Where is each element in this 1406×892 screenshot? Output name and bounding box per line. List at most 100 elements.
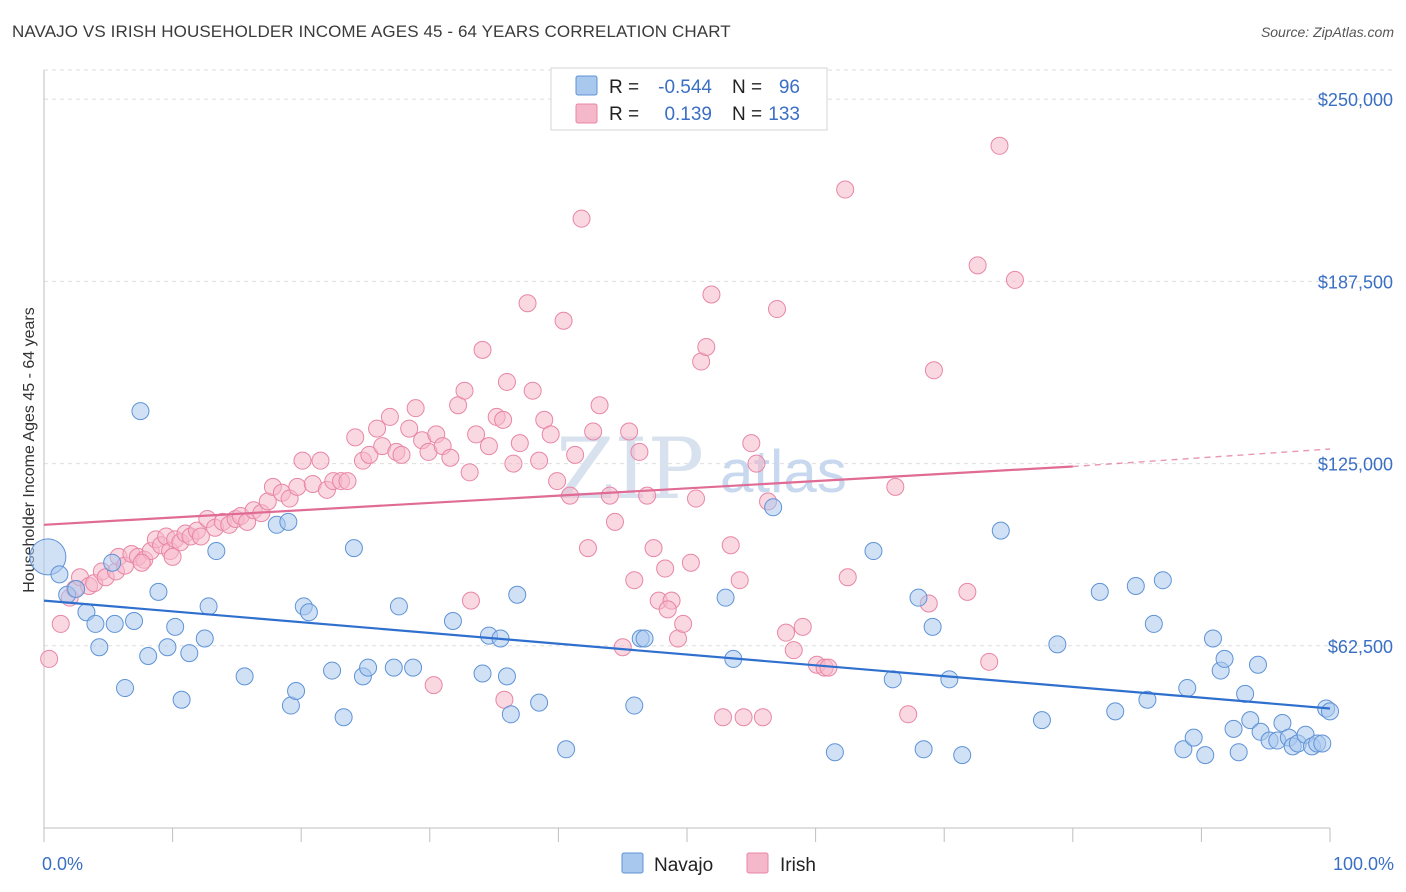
y-axis-title: Householder Income Ages 45 - 64 years xyxy=(21,307,38,593)
irish-point xyxy=(656,559,675,578)
navajo-point xyxy=(149,582,168,601)
navajo-point xyxy=(116,679,135,698)
legend-navajo-r-value: -0.544 xyxy=(658,77,712,98)
irish-point xyxy=(460,463,479,482)
irish-point xyxy=(191,527,210,546)
navajo-points xyxy=(29,402,1339,765)
navajo-point xyxy=(125,612,144,631)
irish-point xyxy=(479,437,498,456)
irish-point xyxy=(368,419,387,438)
navajo-point xyxy=(825,743,844,762)
irish-point xyxy=(163,547,182,566)
y-tick-label: $187,500 xyxy=(1318,272,1393,292)
irish-trend-line xyxy=(43,465,1073,526)
legend-navajo-r-label: R = xyxy=(609,77,639,98)
navajo-point xyxy=(1174,740,1193,759)
irish-point xyxy=(721,536,740,555)
navajo-point xyxy=(1224,719,1243,738)
navajo-point xyxy=(404,658,423,677)
irish-point xyxy=(590,396,609,415)
chart-source: Source: ZipAtlas.com xyxy=(1260,24,1394,40)
legend-irish-n-label: N = xyxy=(732,104,762,125)
navajo-point xyxy=(86,614,105,633)
bottom-legend-irish-label: Irish xyxy=(780,855,816,876)
irish-point xyxy=(697,337,716,356)
irish-point xyxy=(311,451,330,470)
navajo-point xyxy=(1138,690,1157,709)
irish-point xyxy=(346,428,365,447)
navajo-point xyxy=(625,696,644,715)
navajo-point xyxy=(914,740,933,759)
chart-title: NAVAJO VS IRISH HOUSEHOLDER INCOME AGES … xyxy=(12,22,731,41)
navajo-point xyxy=(1184,728,1203,747)
navajo-point xyxy=(90,638,109,657)
irish-point xyxy=(980,652,999,671)
y-axis-tick-labels: $62,500 $125,000 $187,500 $250,000 xyxy=(1318,90,1393,657)
irish-point xyxy=(924,361,943,380)
irish-point xyxy=(681,553,700,572)
navajo-point xyxy=(50,565,69,584)
navajo-point xyxy=(501,705,520,724)
irish-point xyxy=(644,539,663,558)
irish-point xyxy=(541,425,560,444)
irish-trend-line-extension xyxy=(1072,448,1331,468)
irish-point xyxy=(777,623,796,642)
irish-point xyxy=(338,472,357,491)
irish-point xyxy=(836,180,855,199)
navajo-point xyxy=(1178,679,1197,698)
irish-point xyxy=(702,285,721,304)
irish-point xyxy=(288,477,307,496)
legend-irish-r-label: R = xyxy=(609,104,639,125)
navajo-point xyxy=(909,588,928,607)
navajo-point xyxy=(1241,711,1260,730)
irish-point xyxy=(687,489,706,508)
navajo-point xyxy=(1090,582,1109,601)
navajo-point xyxy=(299,603,318,622)
irish-point xyxy=(584,422,603,441)
irish-point xyxy=(523,381,542,400)
navajo-point xyxy=(1229,743,1248,762)
navajo-point xyxy=(207,542,226,561)
irish-point xyxy=(578,539,597,558)
irish-point xyxy=(886,477,905,496)
irish-point xyxy=(455,381,474,400)
irish-point xyxy=(968,256,987,275)
irish-point xyxy=(620,422,639,441)
navajo-point xyxy=(180,644,199,663)
navajo-point xyxy=(103,553,122,572)
irish-point xyxy=(742,434,761,453)
irish-point xyxy=(674,614,693,633)
navajo-point xyxy=(991,521,1010,540)
irish-point xyxy=(613,638,632,657)
irish-point xyxy=(714,708,733,727)
navajo-point xyxy=(1144,614,1163,633)
irish-point xyxy=(510,434,529,453)
trend-lines xyxy=(43,448,1331,710)
navajo-point xyxy=(359,658,378,677)
gridlines xyxy=(44,69,1394,647)
navajo-point xyxy=(1196,746,1215,765)
bottom-legend-irish-swatch xyxy=(746,852,769,874)
legend-irish-r-value: 0.139 xyxy=(664,104,712,125)
irish-point xyxy=(406,399,425,418)
navajo-point xyxy=(557,740,576,759)
navajo-point xyxy=(131,402,150,421)
irish-point xyxy=(734,708,753,727)
y-tick-label: $250,000 xyxy=(1318,90,1393,110)
irish-point xyxy=(958,582,977,601)
navajo-point xyxy=(1248,655,1267,674)
irish-point xyxy=(293,451,312,470)
irish-point xyxy=(730,571,749,590)
legend-box: R = -0.544 N = 96 R = 0.139 N = 133 xyxy=(550,67,828,131)
x-tick-label-max: 100.0% xyxy=(1333,854,1394,874)
irish-point xyxy=(899,705,918,724)
irish-point xyxy=(518,294,537,313)
watermark-atlas: atlas xyxy=(720,438,847,505)
irish-point xyxy=(793,617,812,636)
navajo-point xyxy=(473,664,492,683)
navajo-point xyxy=(166,617,185,636)
navajo-point xyxy=(497,667,516,686)
irish-point xyxy=(392,445,411,464)
irish-point xyxy=(1005,270,1024,289)
irish-point xyxy=(441,448,460,467)
